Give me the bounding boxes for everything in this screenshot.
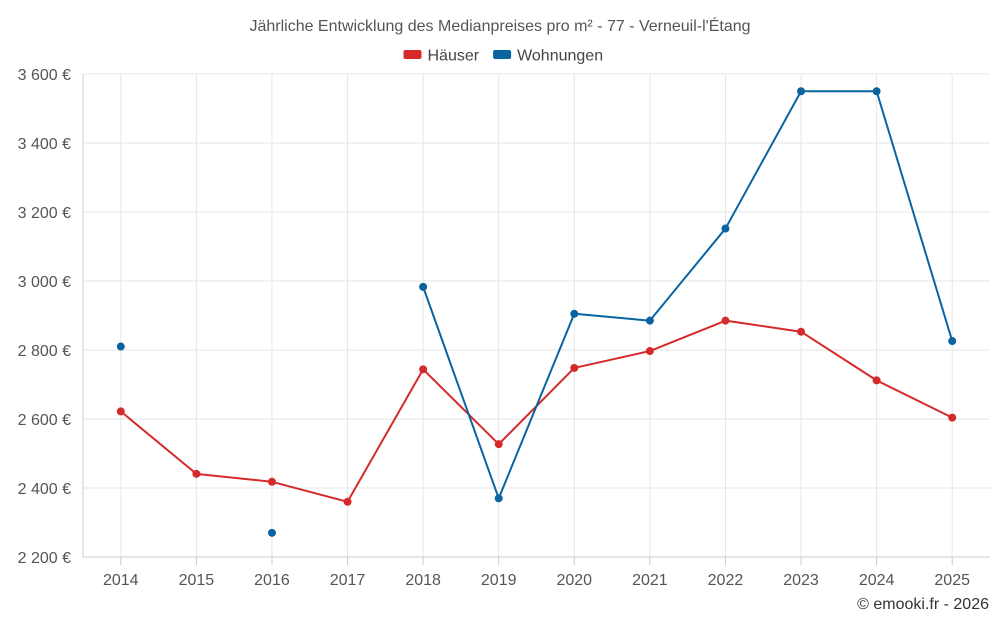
x-tick-label: 2023	[783, 572, 819, 589]
data-point[interactable]	[570, 363, 579, 372]
data-point[interactable]	[192, 469, 201, 478]
x-tick-label: 2022	[708, 572, 744, 589]
data-point[interactable]	[494, 440, 503, 449]
series-line-segment	[119, 410, 198, 475]
series-line-segment	[195, 472, 273, 483]
credit-text: © emooki.fr - 2026	[857, 596, 989, 613]
series-line-segment	[573, 350, 651, 369]
data-point[interactable]	[494, 494, 503, 503]
series-line-segment	[346, 368, 425, 503]
data-point[interactable]	[267, 477, 276, 486]
x-tick-label: 2017	[330, 572, 366, 589]
y-tick-label: 3 400 €	[18, 136, 71, 153]
data-point[interactable]	[645, 316, 654, 325]
series-line-segment	[270, 480, 349, 503]
y-tick-label: 2 600 €	[18, 412, 71, 429]
series-wohnungen	[116, 87, 957, 537]
series-line-segment	[875, 90, 954, 343]
data-point[interactable]	[948, 337, 957, 346]
data-point[interactable]	[872, 87, 881, 96]
data-point[interactable]	[872, 376, 881, 385]
grid	[83, 73, 990, 558]
legend: Häuser Wohnungen	[403, 48, 603, 65]
data-point[interactable]	[116, 342, 125, 351]
data-point[interactable]	[343, 497, 352, 506]
data-point[interactable]	[419, 365, 428, 374]
y-tick-label: 3 000 €	[18, 274, 71, 291]
series-line-segment	[648, 227, 727, 322]
x-tick-label: 2024	[859, 572, 895, 589]
data-point[interactable]	[645, 347, 654, 356]
x-tick-label: 2021	[632, 572, 668, 589]
data-point[interactable]	[116, 407, 125, 416]
series-haeuser	[116, 316, 957, 506]
data-point[interactable]	[797, 87, 806, 96]
series	[116, 87, 957, 537]
series-line-segment	[800, 330, 878, 382]
data-point[interactable]	[721, 316, 730, 325]
x-tick-label: 2016	[254, 572, 290, 589]
y-tick-label: 3 600 €	[18, 67, 71, 84]
series-line-segment	[422, 285, 500, 500]
data-point[interactable]	[721, 224, 730, 233]
x-tick-label: 2015	[179, 572, 215, 589]
data-point[interactable]	[570, 309, 579, 318]
data-point[interactable]	[419, 282, 428, 291]
x-tick-label: 2014	[103, 572, 139, 589]
series-line-segment	[875, 379, 954, 419]
axes: 2 200 € 2 400 € 2 600 € 2 800 € 3 000 € 3 200…	[18, 67, 990, 589]
series-line-segment	[724, 319, 803, 333]
data-point[interactable]	[267, 528, 276, 537]
series-line-segment	[422, 368, 500, 446]
legend-item-label[interactable]: Häuser	[428, 48, 480, 65]
series-line-segment	[573, 312, 651, 322]
y-tick-label: 2 800 €	[18, 343, 71, 360]
y-tick-label: 3 200 €	[18, 205, 71, 222]
x-tick-label: 2020	[556, 572, 592, 589]
data-point[interactable]	[797, 327, 806, 336]
legend-swatch	[493, 50, 512, 59]
x-tick-label: 2025	[934, 572, 970, 589]
x-tick-label: 2019	[481, 572, 517, 589]
y-tick-label: 2 400 €	[18, 481, 71, 498]
series-line-segment	[497, 312, 576, 500]
series-line-segment	[648, 319, 727, 353]
data-point[interactable]	[948, 413, 957, 422]
y-tick-label: 2 200 €	[18, 550, 71, 567]
series-line-segment	[724, 90, 803, 230]
x-tick-label: 2018	[405, 572, 441, 589]
legend-item-label[interactable]: Wohnungen	[517, 48, 603, 65]
chart-title: Jährliche Entwicklung des Medianpreises …	[249, 16, 750, 35]
legend-swatch	[403, 50, 422, 59]
